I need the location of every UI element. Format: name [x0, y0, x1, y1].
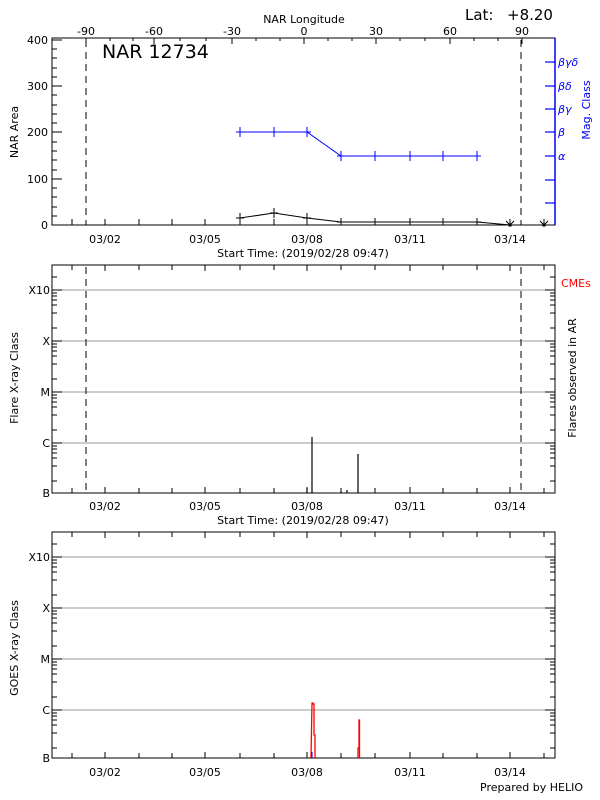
mag-class-axis-label: Mag. Class	[580, 80, 593, 139]
svg-text:β: β	[557, 126, 565, 139]
svg-text:βδ: βδ	[557, 80, 572, 93]
svg-text:α: α	[558, 150, 566, 163]
svg-text:60: 60	[443, 25, 457, 38]
nar-area-series	[236, 208, 549, 227]
cmes-legend: CMEs	[561, 277, 591, 290]
svg-text:03/14: 03/14	[494, 500, 526, 513]
mag-class-tick-labels: α β βγ βδ βγδ	[557, 56, 579, 163]
svg-text:03/05: 03/05	[189, 500, 221, 513]
svg-text:M: M	[41, 386, 51, 399]
mag-class-ticks	[545, 61, 555, 204]
svg-text:03/11: 03/11	[394, 766, 426, 779]
svg-text:X: X	[42, 335, 50, 348]
svg-text:C: C	[42, 704, 50, 717]
panel-flare-class: B C M X X10 Flare X-ray Class Flares obs…	[8, 264, 591, 527]
svg-text:M: M	[41, 653, 51, 666]
region-title: NAR 12734	[102, 41, 209, 63]
start-time-label-1: Start Time: (2019/02/28 09:47)	[217, 247, 389, 260]
svg-text:-30: -30	[223, 25, 241, 38]
svg-text:-90: -90	[77, 25, 95, 38]
lat-value: +8.20	[507, 6, 553, 24]
svg-text:03/14: 03/14	[494, 766, 526, 779]
svg-text:300: 300	[27, 80, 48, 93]
plot-frame	[51, 531, 556, 759]
area-axis-label: NAR Area	[8, 106, 21, 158]
longitude-axis-label: NAR Longitude	[263, 13, 345, 26]
svg-text:03/08: 03/08	[291, 500, 323, 513]
date-tick-labels-2: 03/02 03/05 03/08 03/11 03/14	[89, 500, 526, 513]
svg-text:0: 0	[301, 25, 308, 38]
svg-text:0: 0	[41, 219, 48, 232]
goes-flux-series	[310, 702, 361, 759]
lat-label: Lat:	[465, 6, 493, 24]
flare-class-tick-labels: B C M X X10	[28, 284, 50, 500]
svg-text:βγ: βγ	[557, 103, 572, 116]
plot-frame	[51, 264, 556, 494]
longitude-tick-labels: -90 -60 -30 0 30 60 90	[77, 25, 529, 38]
flare-bars	[306, 437, 359, 493]
area-tick-labels: 0 100 200 300 400	[27, 34, 48, 232]
date-tick-labels-3: 03/02 03/05 03/08 03/11 03/14	[89, 766, 526, 779]
svg-text:X10: X10	[28, 284, 50, 297]
svg-text:03/08: 03/08	[291, 766, 323, 779]
svg-text:X10: X10	[28, 551, 50, 564]
goes-axis-ticks	[52, 532, 555, 758]
svg-text:400: 400	[27, 34, 48, 47]
svg-text:03/08: 03/08	[291, 233, 323, 246]
goes-class-axis-label: GOES X-ray Class	[8, 600, 21, 696]
class-gridlines	[52, 289, 555, 444]
svg-text:C: C	[42, 437, 50, 450]
flare-class-axis-label: Flare X-ray Class	[8, 332, 21, 424]
svg-text:90: 90	[515, 25, 529, 38]
mag-class-series	[236, 127, 481, 161]
start-time-label-2: Start Time: (2019/02/28 09:47)	[217, 514, 389, 527]
svg-text:03/02: 03/02	[89, 233, 121, 246]
area-ticks	[52, 38, 545, 226]
prepared-by-credit: Prepared by HELIO	[480, 781, 583, 794]
svg-text:03/11: 03/11	[394, 233, 426, 246]
svg-text:100: 100	[27, 173, 48, 186]
goes-gridlines	[52, 556, 555, 711]
svg-text:B: B	[42, 487, 50, 500]
panel-goes-class: B C M X X10 GOES X-ray Class 03/02 03/05…	[8, 531, 556, 779]
svg-text:03/14: 03/14	[494, 233, 526, 246]
svg-text:βγδ: βγδ	[557, 56, 579, 69]
svg-text:B: B	[42, 752, 50, 765]
date-tick-labels-1: 03/02 03/05 03/08 03/11 03/14	[89, 233, 526, 246]
svg-text:200: 200	[27, 126, 48, 139]
svg-text:03/05: 03/05	[189, 766, 221, 779]
flare-axis-ticks	[52, 265, 555, 493]
svg-text:03/02: 03/02	[89, 766, 121, 779]
svg-text:03/05: 03/05	[189, 233, 221, 246]
svg-text:03/02: 03/02	[89, 500, 121, 513]
flares-observed-axis-label: Flares observed in AR	[566, 318, 579, 438]
goes-class-tick-labels: B C M X X10	[28, 551, 50, 765]
svg-text:X: X	[42, 602, 50, 615]
svg-text:03/11: 03/11	[394, 500, 426, 513]
panel-nar-area: NAR Longitude Lat: +8.20 -90 -60 -30 0 3…	[8, 6, 593, 260]
svg-text:30: 30	[369, 25, 383, 38]
svg-text:-60: -60	[145, 25, 163, 38]
